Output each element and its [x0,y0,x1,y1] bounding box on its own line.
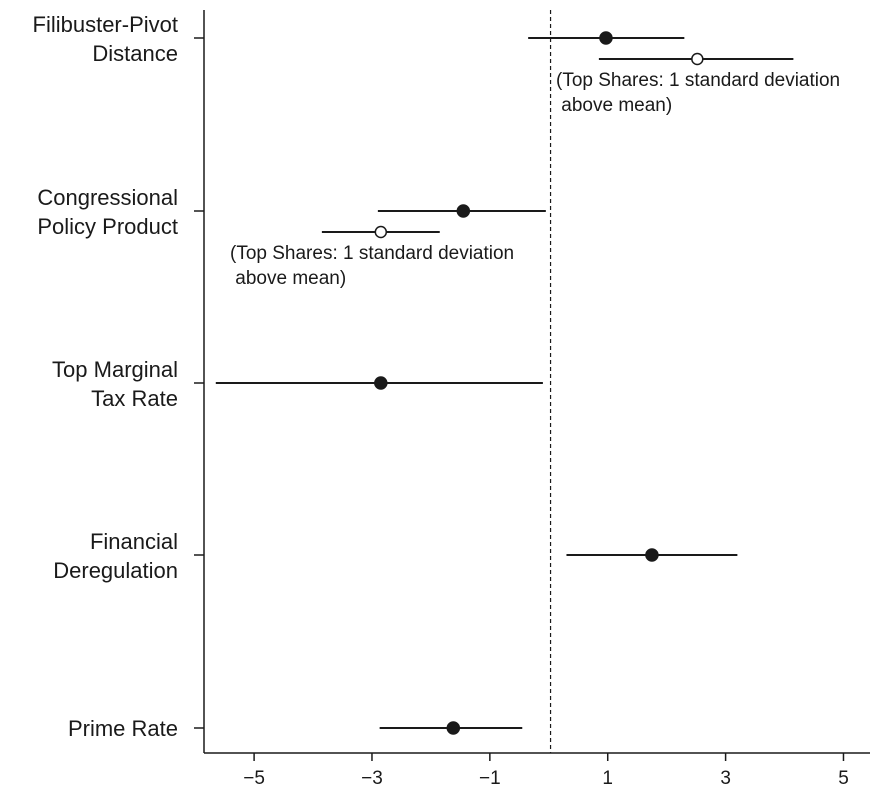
point-estimate [446,721,461,735]
point-estimate [456,204,471,218]
estimate-note: (Top Shares: 1 standard deviation [556,70,840,91]
point-estimate [374,376,388,390]
x-tick-label: −3 [361,768,383,789]
point-estimate-top-shares [374,225,388,239]
coefficient-rows: Filibuster-Pivot Distance (Top Shares: 1 s… [33,12,841,741]
row-label: Tax Rate [91,386,178,411]
row-label: Distance [92,41,178,66]
estimate-note: (Top Shares: 1 standard deviation [230,243,514,264]
row-label: Deregulation [53,558,178,583]
x-tick-label: −5 [243,768,265,789]
row-label: Filibuster-Pivot [33,12,178,37]
point-estimate-top-shares [691,52,704,66]
estimate-note: above mean) [230,268,346,289]
row-label: Top Marginal [52,357,178,382]
point-estimate [599,31,613,45]
x-tick-label: 5 [838,768,849,789]
point-estimate [645,548,659,562]
x-tick-label: 3 [720,768,731,789]
row-label: Congressional [37,185,178,210]
x-tick-label: 1 [602,768,613,789]
row-label: Prime Rate [68,716,178,741]
row-label: Policy Product [37,214,178,239]
x-axis-ticks: −5 −3 −1 1 3 5 [243,753,849,789]
row-label: Financial [90,529,178,554]
x-tick-label: −1 [479,768,501,789]
estimate-note: above mean) [556,95,672,116]
